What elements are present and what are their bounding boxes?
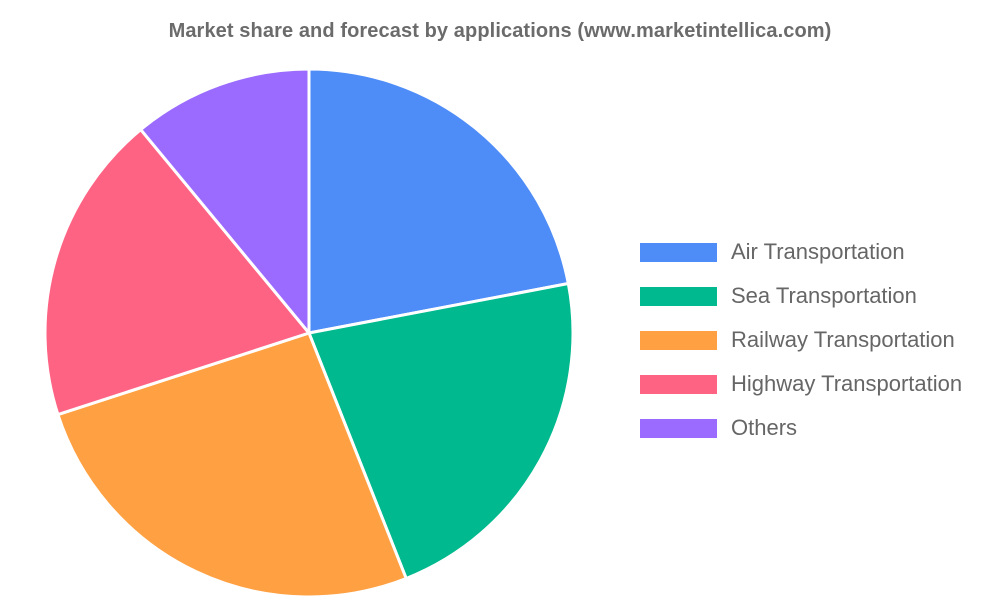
legend-item-railway-transportation[interactable]: Railway Transportation [640, 318, 1000, 362]
pie-slice-others[interactable] [139, 67, 311, 335]
legend-label: Sea Transportation [731, 283, 917, 308]
legend-swatch [640, 418, 717, 438]
legend-label: Air Transportation [731, 239, 905, 264]
legend-label: Railway Transportation [731, 327, 955, 352]
pie-slice-railway-transportation[interactable] [56, 331, 408, 599]
legend-label: Highway Transportation [731, 371, 963, 396]
pie-slice-sea-transportation[interactable] [307, 282, 575, 580]
legend-swatch [640, 330, 717, 350]
chart-title: Market share and forecast by application… [168, 20, 832, 42]
pie-slices [43, 67, 575, 599]
legend-item-air-transportation[interactable]: Air Transportation [640, 230, 1000, 274]
pie-slice-air-transportation[interactable] [307, 67, 570, 335]
legend-item-highway-transportation[interactable]: Highway Transportation [640, 362, 1000, 406]
legend-swatch [640, 286, 717, 306]
legend-item-others[interactable]: Others [640, 406, 1000, 450]
legend-swatch [640, 242, 717, 262]
pie-slice-highway-transportation[interactable] [43, 128, 311, 417]
legend-label: Others [731, 415, 798, 440]
legend-swatch [640, 374, 717, 394]
legend-item-sea-transportation[interactable]: Sea Transportation [640, 274, 1000, 318]
legend: Air Transportation Sea Transportation Ra… [640, 230, 1000, 450]
